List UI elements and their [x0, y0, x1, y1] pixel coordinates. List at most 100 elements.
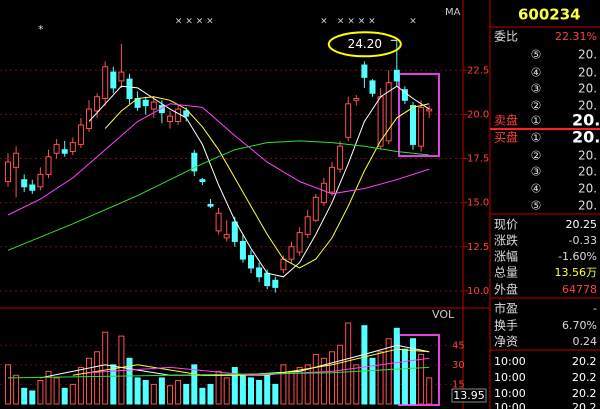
- moving-average: [72, 348, 430, 376]
- volume-bar: [175, 380, 182, 405]
- candle-body: [410, 105, 416, 145]
- stat-label: 现价: [494, 218, 518, 232]
- volume-bar: [5, 364, 11, 405]
- stat-value: 20.25: [566, 218, 598, 231]
- ask-price: 20.: [578, 82, 597, 96]
- candle-body: [401, 89, 408, 101]
- candle-body: [337, 145, 344, 170]
- trade-price: 20.2: [572, 387, 597, 400]
- candle-body: [426, 108, 433, 112]
- candle-body: [312, 196, 319, 221]
- volume-bar: [223, 377, 230, 405]
- moving-average: [7, 103, 430, 216]
- ask-price: 20.: [578, 66, 597, 80]
- candle-body: [118, 71, 125, 82]
- stat-value: -: [593, 302, 597, 315]
- volume-bar: [134, 377, 141, 405]
- y-tick-label: 10.0: [467, 286, 489, 297]
- ask-label: 卖盘: [494, 113, 518, 128]
- volume-bar: [272, 383, 279, 405]
- candle-body: [296, 232, 303, 253]
- volume-readout: 13.95: [453, 389, 485, 402]
- volume-bar: [150, 383, 157, 405]
- annotation-ring: [327, 31, 402, 58]
- volume-bar: [256, 380, 263, 405]
- volume-bar: [418, 353, 425, 405]
- candle-body: [37, 173, 44, 188]
- candle-body: [353, 98, 360, 101]
- candle-body: [94, 96, 101, 112]
- y-tick-label: 30: [452, 360, 465, 371]
- volume-bar: [61, 387, 68, 405]
- bid-price: 20.: [578, 199, 597, 213]
- candle-body: [369, 80, 376, 94]
- volume-bar: [21, 387, 28, 405]
- ask-level: ③: [531, 82, 542, 96]
- candle-body: [102, 66, 109, 100]
- y-tick-label: 17.5: [467, 154, 489, 165]
- stat-label: 涨幅: [494, 249, 518, 264]
- volume-bar: [37, 380, 44, 405]
- candle-body: [199, 179, 206, 182]
- candle-body: [77, 124, 84, 145]
- volume-bar: [110, 364, 117, 405]
- order-ratio-value: 22.31%: [555, 30, 597, 43]
- annotation-label: 24.20: [348, 37, 382, 51]
- bid-level: ⑤: [531, 199, 542, 213]
- candle-body: [167, 115, 173, 122]
- volume-bar: [13, 374, 20, 405]
- volume-bar: [361, 325, 368, 405]
- event-marker: ×: [409, 17, 417, 27]
- ask-level: ②: [531, 99, 542, 113]
- volume-bar: [296, 366, 303, 405]
- stat-label: 净资: [494, 335, 518, 349]
- trade-price: 20.2: [572, 371, 597, 384]
- stat-label: 外盘: [494, 282, 518, 297]
- candle-body: [86, 108, 92, 130]
- trade-time: 10:00: [494, 401, 526, 409]
- trade-price: 20.2: [572, 355, 597, 368]
- ask-level: ⑤: [531, 48, 542, 62]
- bid-price: 20.: [578, 182, 597, 196]
- ask-level: ④: [531, 66, 542, 80]
- candle-body: [248, 255, 254, 269]
- candle-body: [69, 142, 76, 152]
- candle-body: [223, 233, 230, 239]
- bid-level: ①: [531, 131, 542, 145]
- volume-bar: [207, 383, 214, 405]
- candle-body: [191, 152, 198, 172]
- candle-body: [215, 212, 222, 232]
- candle-body: [256, 267, 263, 278]
- event-marker: × × × ×: [175, 17, 214, 27]
- volume-bar: [393, 327, 400, 405]
- volume-bar: [231, 366, 238, 405]
- volume-bar: [86, 357, 92, 405]
- candle-body: [329, 166, 335, 193]
- volume-bar: [264, 374, 271, 405]
- ask-price: 20.: [572, 111, 600, 130]
- y-tick-label: 12.5: [467, 242, 489, 253]
- candle-body: [53, 143, 60, 154]
- bid-price: 20.: [572, 128, 600, 147]
- volume-bar: [102, 331, 109, 405]
- bid-price: 20.: [578, 149, 597, 163]
- volume-bar: [69, 383, 76, 405]
- volume-bar: [29, 390, 36, 405]
- trade-time: 10:00: [494, 371, 526, 384]
- candle-body: [304, 216, 311, 235]
- stat-value: 6.70%: [562, 319, 597, 332]
- star-marker: *: [38, 23, 44, 36]
- y-tick-label: 20.0: [467, 109, 489, 120]
- candle-body: [29, 184, 36, 191]
- bid-level: ②: [531, 149, 542, 163]
- volume-bar: [337, 344, 344, 405]
- highlight-box: [398, 73, 440, 157]
- stat-label: 市盈: [494, 301, 518, 316]
- volume-bar: [158, 377, 165, 405]
- y-tick-label: 45: [452, 340, 465, 351]
- candle-body: [320, 182, 327, 204]
- y-tick-label: 15: [452, 379, 465, 390]
- y-tick-label: 22.5: [467, 65, 489, 76]
- volume-bar: [167, 385, 173, 405]
- trade-price: 20.2: [572, 401, 597, 409]
